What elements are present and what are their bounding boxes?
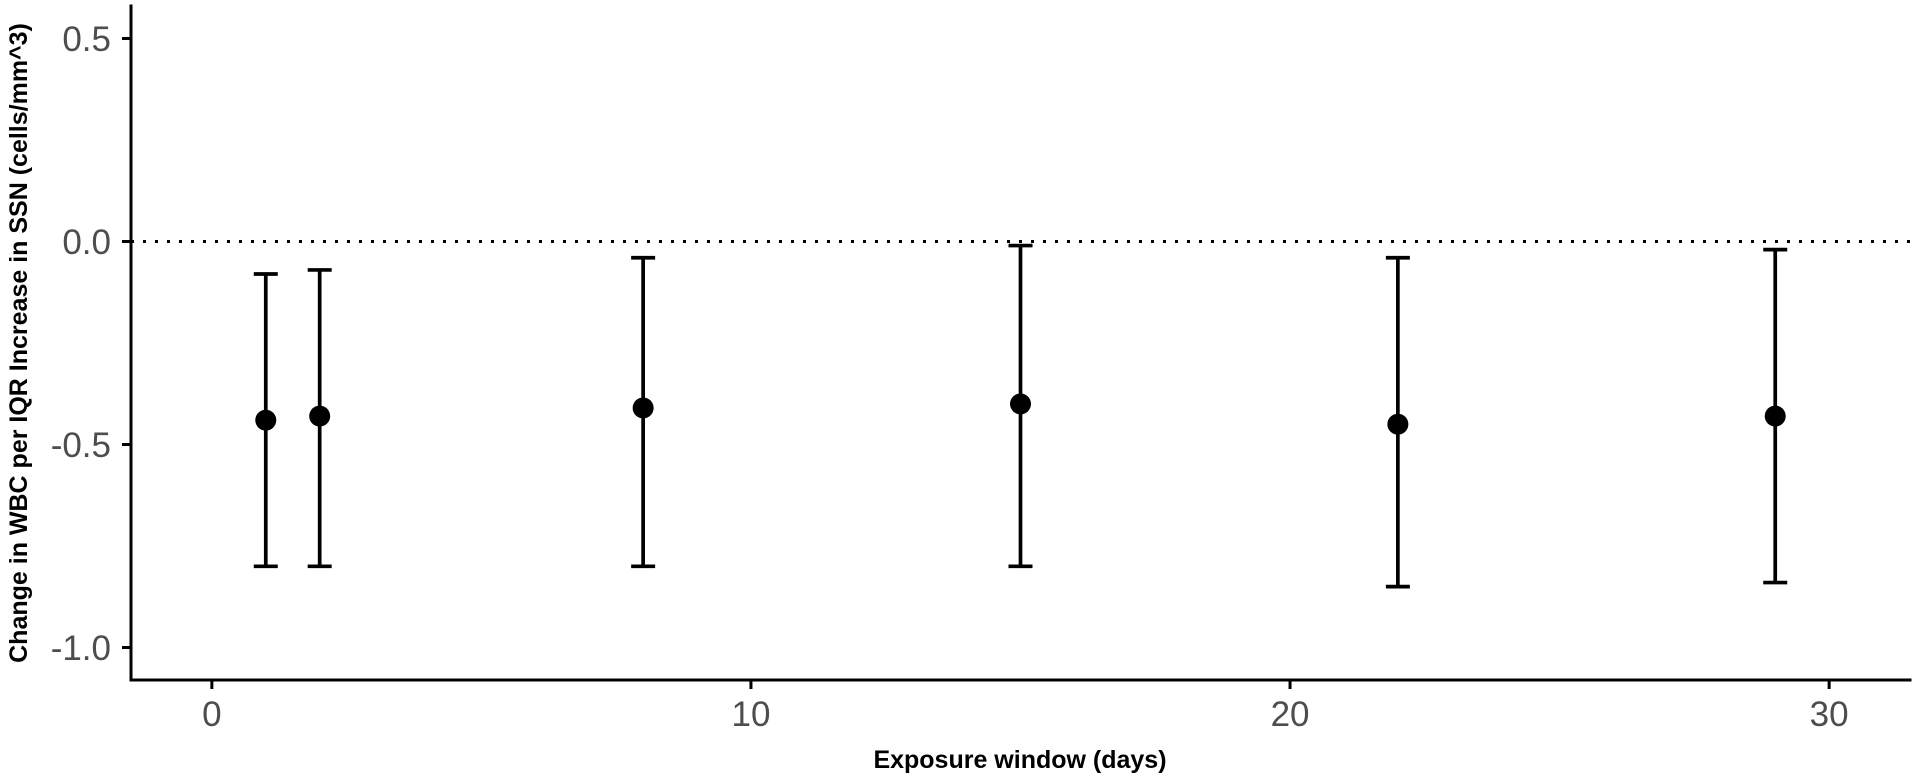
data-point-4 xyxy=(1010,393,1031,415)
y-axis-title: Change in WBC per IQR Increase in SSN (c… xyxy=(5,23,33,663)
data-point-1 xyxy=(255,409,277,431)
data-point-5 xyxy=(1387,413,1409,435)
error-bars-layer xyxy=(253,243,1788,589)
axes-layer xyxy=(129,4,1912,682)
y-axis-tick-label: -0.5 xyxy=(51,426,111,465)
y-axis-tick-label: 0.5 xyxy=(62,20,111,59)
y-axis-tick-label: -1.0 xyxy=(51,629,111,668)
data-points-layer xyxy=(255,393,1786,435)
data-point-2 xyxy=(309,405,331,427)
x-axis-tick-label: 10 xyxy=(731,695,770,734)
x-axis-tick-label: 0 xyxy=(202,695,221,734)
y-axis-tick-label: 0.0 xyxy=(62,223,111,262)
x-axis-tick-label: 20 xyxy=(1271,695,1310,734)
data-point-3 xyxy=(632,397,654,419)
x-axis-tick-label: 30 xyxy=(1810,695,1849,734)
axis-ticks-layer: 0.5 0.0 -0.5 -1.0 0 10 20 30 xyxy=(51,20,1849,734)
data-point-6 xyxy=(1764,405,1786,427)
x-axis-title: Exposure window (days) xyxy=(873,746,1166,774)
